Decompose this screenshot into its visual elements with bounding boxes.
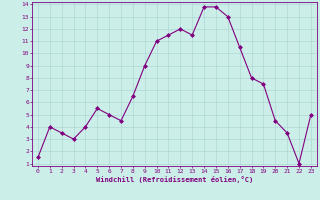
X-axis label: Windchill (Refroidissement éolien,°C): Windchill (Refroidissement éolien,°C) (96, 176, 253, 183)
